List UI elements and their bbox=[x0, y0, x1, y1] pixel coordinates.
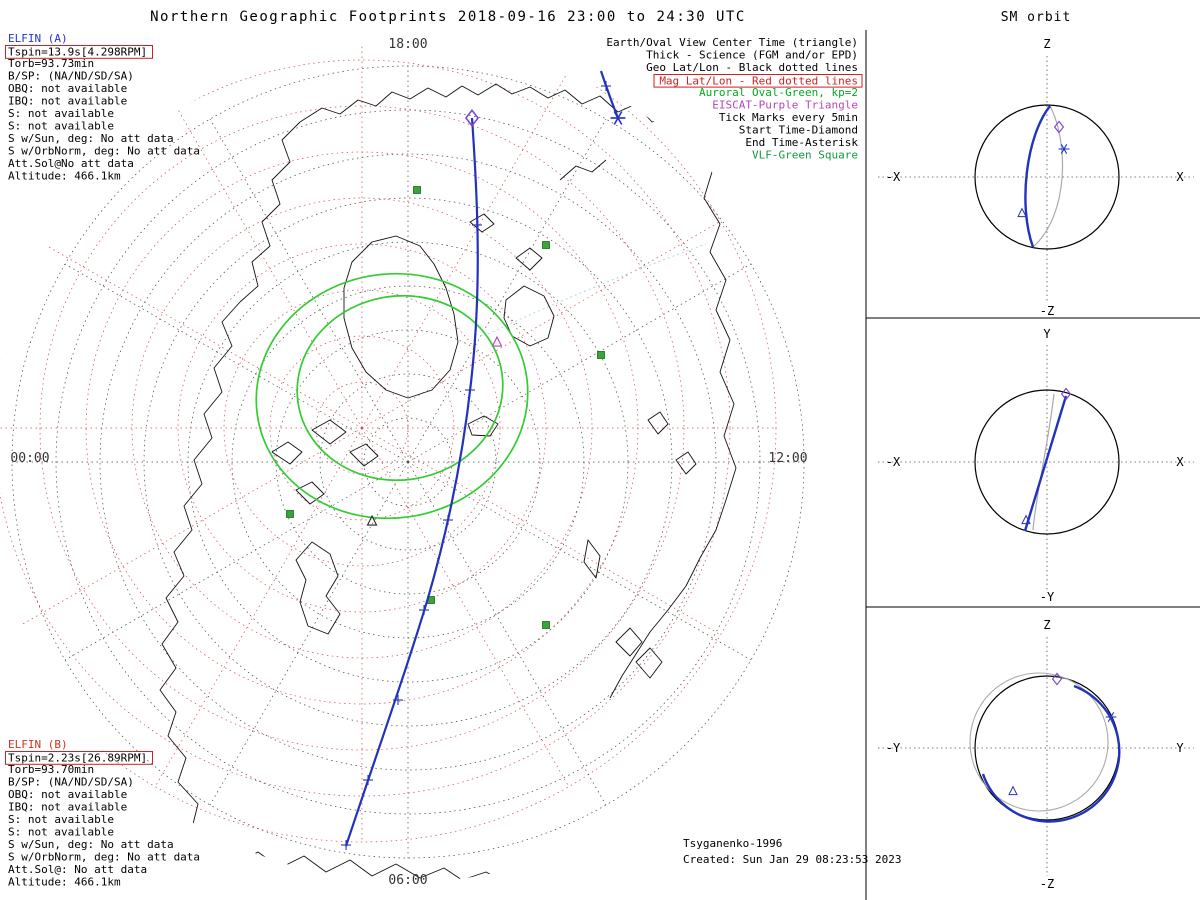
geographic-grid bbox=[11, 65, 805, 859]
elfin-a-row: Tspin=13.9s[4.298RPM] bbox=[8, 46, 147, 59]
elfin-a-row: IBQ: not available bbox=[8, 95, 127, 108]
axis-label-right: X bbox=[1176, 170, 1184, 184]
field-model-label: Tsyganenko-1996 bbox=[683, 837, 782, 850]
elfin-b-tspin-flag-box bbox=[5, 751, 153, 765]
legend-line: Start Time-Diamond bbox=[739, 124, 858, 137]
elfin-a-row: OBQ: not available bbox=[8, 82, 127, 95]
legend-line: VLF-Green Square bbox=[752, 149, 858, 162]
sm-orbit-panel-xz: Z -X X -Z bbox=[878, 37, 1194, 318]
earth-disk bbox=[974, 104, 1120, 250]
orbit-center-time-triangle bbox=[1008, 786, 1018, 796]
legend-line: Tick Marks every 5min bbox=[719, 111, 858, 124]
elfin-a-row: Altitude: 466.1km bbox=[8, 170, 121, 183]
elfin-a-title: ELFIN (A) bbox=[8, 32, 68, 45]
elfin-b-row: Tspin=2.23s[26.89RPM] bbox=[8, 752, 147, 765]
legend-mag-flag-box bbox=[653, 74, 863, 88]
elfin-a-row: B/SP: (NA/ND/SD/SA) bbox=[8, 70, 134, 83]
orbit-near-side bbox=[1023, 395, 1068, 532]
axis-label-top: Z bbox=[1043, 37, 1050, 51]
legend-line: Geo Lat/Lon - Black dotted lines bbox=[646, 61, 858, 74]
elfin-a-row: S w/OrbNorm, deg: No att data bbox=[8, 145, 200, 158]
clock-label-right: 12:00 bbox=[768, 451, 807, 466]
legend-line: Auroral Oval-Green, kp=2 bbox=[699, 86, 858, 99]
sm-orbit-panel-yz: Z -Y Y -Z bbox=[878, 618, 1194, 891]
elfin-b-row: Att.Sol@: No att data bbox=[8, 863, 147, 876]
elfin-a-row: S w/Sun, deg: No att data bbox=[8, 132, 174, 145]
legend-line: Earth/Oval View Center Time (triangle) bbox=[606, 36, 858, 49]
axis-label-left: -X bbox=[886, 455, 901, 469]
axis-label-right: X bbox=[1176, 455, 1184, 469]
end-time-asterisk-marker bbox=[609, 110, 627, 126]
eiscat-triangle bbox=[491, 336, 503, 347]
elfin-footprint-track bbox=[340, 70, 627, 851]
elfin-b-row: IBQ: not available bbox=[8, 801, 127, 814]
magnetic-grid bbox=[0, 42, 777, 843]
auroral-ovals bbox=[255, 272, 529, 520]
orbit-far-side bbox=[1032, 105, 1064, 248]
elfin-a-info-block: ELFIN (A) Tspin=13.9s[4.298RPM] Torb=93.… bbox=[5, 32, 200, 183]
vlf-station-squares bbox=[286, 186, 605, 629]
axis-label-left: -Y bbox=[886, 741, 901, 755]
thin-footprint-segment bbox=[487, 243, 707, 335]
earth-disk bbox=[974, 389, 1120, 535]
axis-label-bottom: -Y bbox=[1040, 590, 1055, 604]
elfin-b-row: S w/OrbNorm, deg: No att data bbox=[8, 851, 200, 864]
elfin-a-tspin-flag-box bbox=[5, 45, 153, 59]
coastlines bbox=[159, 83, 737, 882]
elfin-a-row: S: not available bbox=[8, 107, 114, 120]
orbit-near-side bbox=[1024, 105, 1051, 248]
axis-label-right: Y bbox=[1176, 741, 1184, 755]
elfin-b-row: S: not available bbox=[8, 813, 114, 826]
axis-label-top: Z bbox=[1043, 618, 1050, 632]
axis-label-top: Y bbox=[1043, 327, 1051, 341]
elfin-b-row: Altitude: 466.1km bbox=[8, 876, 121, 889]
elfin-a-row: S: not available bbox=[8, 120, 114, 133]
orbit-far-side bbox=[969, 672, 1109, 812]
orbit-end-asterisk bbox=[1058, 143, 1070, 155]
clock-label-bottom: 06:00 bbox=[388, 873, 427, 888]
legend-line: Thick - Science (FGM and/or EPD) bbox=[646, 49, 858, 62]
elfin-b-row: S: not available bbox=[8, 826, 114, 839]
elfin-a-row: Att.Sol@No att data bbox=[8, 157, 134, 170]
page-title: Northern Geographic Footprints 2018-09-1… bbox=[150, 9, 746, 25]
elfin-b-row: OBQ: not available bbox=[8, 788, 127, 801]
elfin-b-row: Torb=93.70min bbox=[8, 763, 94, 776]
legend-line: EISCAT-Purple Triangle bbox=[712, 99, 858, 112]
legend-line: End Time-Asterisk bbox=[745, 136, 858, 149]
orbit-far-side bbox=[1032, 393, 1055, 531]
legend-line: Mag Lat/Lon - Red dotted lines bbox=[659, 75, 858, 88]
axis-label-bottom: -Z bbox=[1040, 304, 1054, 318]
elfin-b-title: ELFIN (B) bbox=[8, 738, 68, 751]
panel-dividers bbox=[865, 30, 1200, 900]
elfin-a-row: Torb=93.73min bbox=[8, 57, 94, 70]
axis-label-left: -X bbox=[886, 170, 901, 184]
axis-label-bottom: -Z bbox=[1040, 877, 1054, 891]
sm-orbit-title: SM orbit bbox=[1001, 10, 1072, 25]
elfin-b-row: S w/Sun, deg: No att data bbox=[8, 838, 174, 851]
sm-orbit-panel-xy: Y -X X -Y bbox=[878, 327, 1194, 604]
map-legend: Earth/Oval View Center Time (triangle) T… bbox=[606, 36, 863, 162]
elfin-b-row: B/SP: (NA/ND/SD/SA) bbox=[8, 776, 134, 789]
elfin-b-info-block: ELFIN (B) Tspin=2.23s[26.89RPM] Torb=93.… bbox=[5, 738, 200, 889]
clock-label-top: 18:00 bbox=[388, 37, 427, 52]
created-timestamp: Created: Sun Jan 29 08:23:53 2023 bbox=[683, 853, 902, 866]
orbit-near-side bbox=[981, 684, 1121, 823]
clock-label-left: 00:00 bbox=[10, 451, 49, 466]
